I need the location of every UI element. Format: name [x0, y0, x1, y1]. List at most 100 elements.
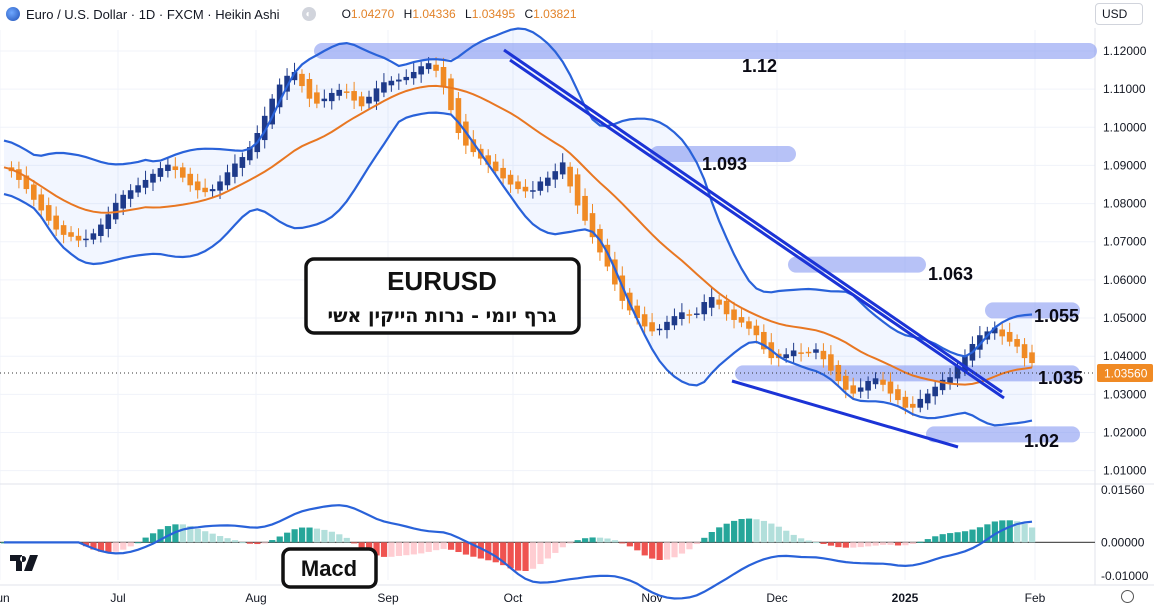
- x-tick-label: Oct: [504, 591, 523, 605]
- macd-hist-bar: [887, 542, 894, 545]
- candle-body: [887, 381, 894, 394]
- macd-hist-bar: [723, 523, 730, 543]
- candle-body: [433, 64, 439, 71]
- macd-hist-bar: [366, 542, 373, 552]
- macd-hist-bar: [872, 542, 879, 546]
- eye-icon[interactable]: ◐: [301, 7, 316, 21]
- candle-body: [753, 325, 760, 336]
- macd-hist-bar: [127, 542, 134, 547]
- macd-histogram: [1, 518, 1036, 571]
- candle-body: [60, 225, 67, 235]
- candle-body: [269, 98, 275, 125]
- candle-body: [142, 179, 149, 188]
- macd-hist-bar: [686, 542, 693, 550]
- currency-button[interactable]: USD: [1095, 3, 1143, 25]
- ohlc-high-value: 1.04336: [412, 7, 456, 21]
- macd-hist-bar: [604, 538, 611, 543]
- macd-hist-bar: [291, 529, 298, 543]
- annotation-box: EURUSD גרף יומי - נרות הייקין אשי: [304, 257, 581, 335]
- candle-body: [45, 205, 52, 221]
- candle-body: [507, 174, 514, 185]
- candle-body: [440, 67, 447, 87]
- macd-hist-bar: [239, 542, 246, 544]
- candle-body: [842, 375, 849, 390]
- macd-hist-bar: [351, 542, 358, 544]
- candle-body: [947, 377, 953, 384]
- macd-hist-bar: [775, 526, 782, 543]
- level-label-1.093: 1.093: [702, 154, 747, 174]
- macd-hist-bar: [894, 542, 902, 546]
- trendline-upper-b: [509, 58, 1005, 400]
- macd-hist-bar: [343, 537, 350, 543]
- candle-body: [492, 161, 499, 172]
- candle-body: [693, 313, 700, 315]
- macd-hist-bar: [135, 542, 142, 544]
- candle-body: [515, 181, 521, 190]
- candle-body: [939, 379, 946, 391]
- y-tick-label: 1.12000: [1103, 44, 1147, 58]
- macd-hist-bar: [589, 537, 596, 543]
- macd-hist-bar: [783, 530, 790, 543]
- macd-hist-bar: [835, 542, 842, 548]
- currency-label: USD: [1102, 7, 1128, 21]
- candle-body: [38, 194, 45, 211]
- candle-body: [500, 167, 506, 179]
- x-tick-label: Feb: [1025, 591, 1046, 605]
- candle-body: [425, 63, 432, 70]
- macd-hist-bar: [179, 524, 186, 543]
- candle-body: [291, 71, 298, 81]
- candle-body: [187, 173, 194, 186]
- macd-hist-bar: [984, 524, 991, 543]
- candle-body: [716, 299, 722, 305]
- candle-body: [880, 379, 886, 385]
- candle-body: [217, 181, 223, 191]
- macd-hist-bar: [634, 542, 641, 551]
- x-tick-label: Jul: [110, 591, 125, 605]
- macd-hist-bar: [656, 542, 663, 561]
- macd-hist-bar: [567, 542, 574, 544]
- candle-body: [157, 168, 164, 177]
- candle-body: [1014, 339, 1020, 347]
- candle-body: [373, 88, 380, 102]
- candle-body: [135, 185, 141, 193]
- candle-body: [544, 177, 551, 186]
- macd-hist-bar: [731, 520, 738, 543]
- settings-icon[interactable]: [1121, 590, 1134, 603]
- macd-hist-bar: [932, 536, 939, 543]
- macd-hist-bar: [529, 542, 537, 569]
- macd-hist-bar: [663, 542, 671, 560]
- macd-hist-bar: [991, 521, 998, 543]
- macd-hist-bar: [917, 541, 924, 543]
- candle-body: [276, 84, 283, 108]
- candle-body: [232, 163, 238, 177]
- macd-hist-bar: [619, 542, 626, 544]
- macd-hist-bar: [224, 538, 231, 543]
- macd-hist-bar: [693, 542, 700, 545]
- candle-body: [991, 327, 998, 334]
- candle-body: [962, 355, 968, 372]
- candle-body: [16, 169, 22, 180]
- bollinger-band-fill: [4, 28, 1032, 426]
- macd-hist-bar: [544, 542, 551, 559]
- symbol-title[interactable]: Euro / U.S. Dollar · 1D · FXCM · Heikin …: [26, 6, 280, 22]
- candle-body: [336, 89, 343, 96]
- candle-body: [805, 351, 812, 354]
- macd-hist-bar: [202, 531, 209, 543]
- ohlc-readout: O1.04270 H1.04336 L1.03495 C1.03821: [336, 7, 577, 21]
- candle-body: [75, 235, 82, 241]
- candle-body: [567, 166, 573, 187]
- candle-body: [582, 195, 588, 221]
- macd-hist-bar: [410, 542, 417, 555]
- level-label-1.035: 1.035: [1038, 368, 1083, 388]
- candle-body: [641, 314, 648, 327]
- macd-hist-bar: [336, 534, 343, 543]
- macd-label: Macd: [301, 556, 357, 581]
- candle-body: [559, 162, 566, 175]
- macd-hist-bar: [902, 542, 909, 546]
- current-price-tag: [1097, 363, 1153, 382]
- macd-hist-bar: [157, 529, 164, 543]
- macd-hist-bar: [403, 542, 410, 556]
- macd-hist-bar: [611, 540, 619, 543]
- candle-body: [664, 321, 670, 331]
